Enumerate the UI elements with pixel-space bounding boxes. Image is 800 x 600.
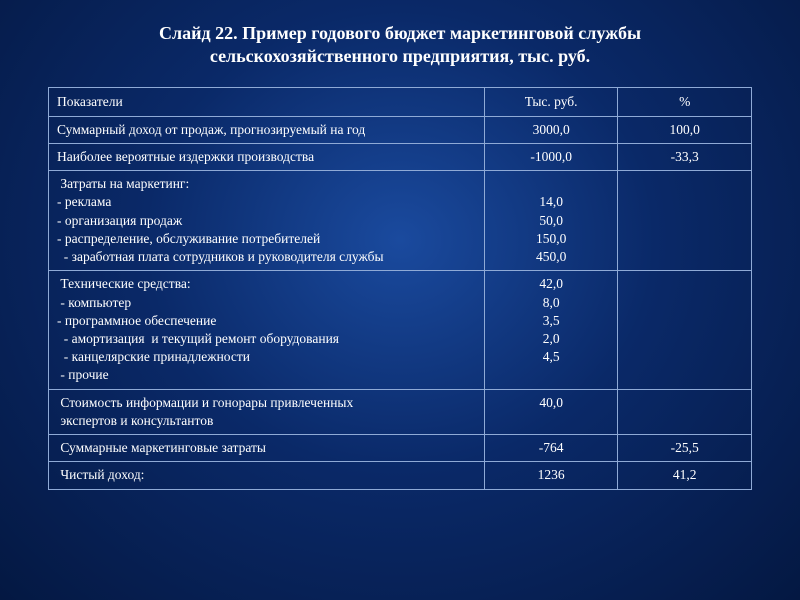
value-line: -764	[493, 439, 610, 457]
indicator-line: Технические средства:	[57, 275, 476, 293]
indicator-line: Суммарные маркетинговые затраты	[57, 439, 476, 457]
value-line: 40,0	[493, 394, 610, 412]
table-row: Стоимость информации и гонорары привлече…	[49, 389, 752, 434]
cell-indicator: Технические средства: - компьютер- прогр…	[49, 271, 485, 389]
indicator-line: - заработная плата сотрудников и руковод…	[57, 248, 476, 266]
percent-line: -25,5	[626, 439, 743, 457]
value-line: 42,0	[493, 275, 610, 293]
cell-indicator: Суммарный доход от продаж, прогнозируемы…	[49, 116, 485, 143]
cell-value: -1000,0	[484, 144, 618, 171]
value-line	[493, 366, 610, 384]
cell-percent	[618, 171, 752, 271]
value-line: 1236	[493, 466, 610, 484]
indicator-line: Стоимость информации и гонорары привлече…	[57, 394, 476, 412]
title-line-1: Слайд 22. Пример годового бюджет маркети…	[159, 23, 641, 43]
cell-indicator: Затраты на маркетинг:- реклама- организа…	[49, 171, 485, 271]
col-header-indicator: Показатели	[49, 87, 485, 116]
indicator-line: Затраты на маркетинг:	[57, 175, 476, 193]
table-row: Суммарный доход от продаж, прогнозируемы…	[49, 116, 752, 143]
table-row: Наиболее вероятные издержки производства…	[49, 144, 752, 171]
cell-percent: -25,5	[618, 435, 752, 462]
indicator-line: - амортизация и текущий ремонт оборудова…	[57, 330, 476, 348]
indicator-line: - реклама	[57, 193, 476, 211]
table-row: Суммарные маркетинговые затраты -764 -25,5	[49, 435, 752, 462]
indicator-line: - распределение, обслуживание потребител…	[57, 230, 476, 248]
cell-indicator: Суммарные маркетинговые затраты	[49, 435, 485, 462]
cell-value: -764	[484, 435, 618, 462]
cell-value: 42,08,03,52,04,5	[484, 271, 618, 389]
cell-percent: 100,0	[618, 116, 752, 143]
table-body: Суммарный доход от продаж, прогнозируемы…	[49, 116, 752, 489]
indicator-line: - компьютер	[57, 294, 476, 312]
value-line: 8,0	[493, 294, 610, 312]
indicator-line: Чистый доход:	[57, 466, 476, 484]
indicator-line: - канцелярские принадлежности	[57, 348, 476, 366]
cell-percent	[618, 389, 752, 434]
cell-indicator: Чистый доход:	[49, 462, 485, 489]
slide: Слайд 22. Пример годового бюджет маркети…	[0, 0, 800, 600]
budget-table: Показатели Тыс. руб. % Суммарный доход о…	[48, 87, 752, 490]
cell-indicator: Наиболее вероятные издержки производства	[49, 144, 485, 171]
value-line: 3,5	[493, 312, 610, 330]
table-row: Технические средства: - компьютер- прогр…	[49, 271, 752, 389]
cell-percent: -33,3	[618, 144, 752, 171]
value-line: 14,0	[493, 193, 610, 211]
cell-value: 40,0	[484, 389, 618, 434]
col-header-percent: %	[618, 87, 752, 116]
indicator-line: - программное обеспечение	[57, 312, 476, 330]
indicator-line: экспертов и консультантов	[57, 412, 476, 430]
percent-line: -33,3	[626, 148, 743, 166]
value-line	[493, 175, 610, 193]
cell-percent: 41,2	[618, 462, 752, 489]
indicator-line: - организация продаж	[57, 212, 476, 230]
cell-value: 3000,0	[484, 116, 618, 143]
slide-title: Слайд 22. Пример годового бюджет маркети…	[48, 22, 752, 69]
percent-line: 100,0	[626, 121, 743, 139]
table-row: Затраты на маркетинг:- реклама- организа…	[49, 171, 752, 271]
indicator-line: - прочие	[57, 366, 476, 384]
value-line: 450,0	[493, 248, 610, 266]
value-line: 2,0	[493, 330, 610, 348]
value-line: 4,5	[493, 348, 610, 366]
cell-percent	[618, 271, 752, 389]
value-line: 3000,0	[493, 121, 610, 139]
indicator-line: Наиболее вероятные издержки производства	[57, 148, 476, 166]
value-line: 150,0	[493, 230, 610, 248]
cell-value: 1236	[484, 462, 618, 489]
table-header-row: Показатели Тыс. руб. %	[49, 87, 752, 116]
cell-indicator: Стоимость информации и гонорары привлече…	[49, 389, 485, 434]
cell-value: 14,050,0150,0450,0	[484, 171, 618, 271]
title-line-2: сельскохозяйственного предприятия, тыс. …	[210, 46, 590, 66]
indicator-line: Суммарный доход от продаж, прогнозируемы…	[57, 121, 476, 139]
percent-line: 41,2	[626, 466, 743, 484]
value-line: -1000,0	[493, 148, 610, 166]
col-header-value: Тыс. руб.	[484, 87, 618, 116]
value-line: 50,0	[493, 212, 610, 230]
table-row: Чистый доход: 1236 41,2	[49, 462, 752, 489]
